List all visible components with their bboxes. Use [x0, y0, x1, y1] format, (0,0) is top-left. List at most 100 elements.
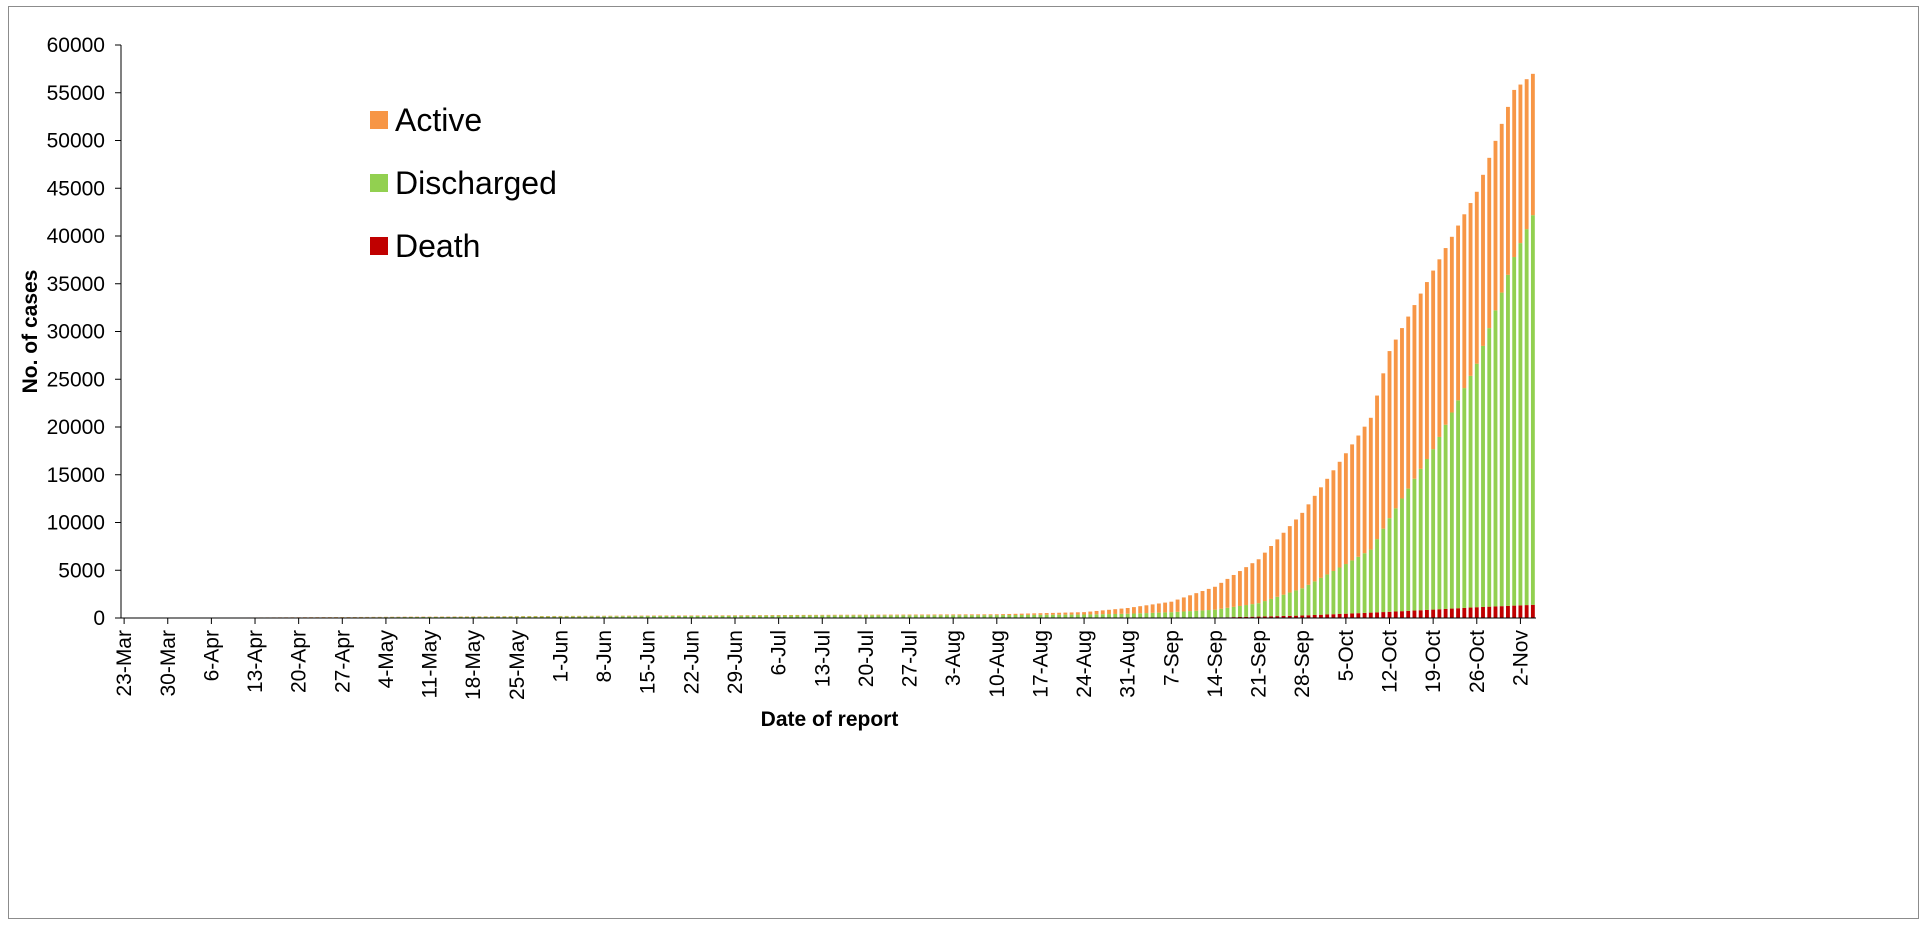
bar-discharged	[496, 616, 501, 618]
bar-active	[1474, 191, 1479, 364]
bar-death	[1325, 614, 1330, 618]
y-tick-label: 55000	[47, 82, 105, 105]
legend: Active Discharged Death	[370, 102, 557, 264]
x-tick-label: 22-Jun	[680, 630, 703, 694]
bar-discharged	[1356, 556, 1361, 614]
bar-discharged	[1125, 613, 1130, 618]
bar-active	[795, 614, 800, 616]
x-tick-label: 27-Jul	[899, 630, 922, 687]
bar-active	[1294, 519, 1298, 591]
bar-discharged	[782, 615, 787, 618]
bar-active	[851, 614, 856, 616]
bar-active	[1312, 495, 1317, 582]
bar-active	[1169, 601, 1174, 613]
bar-discharged	[932, 615, 937, 618]
y-axis-ticks: 0 5000 10000 15000 20000 25000 30000 35000 40000…	[47, 34, 121, 630]
bar-active	[920, 614, 924, 616]
bar-discharged	[1107, 614, 1111, 618]
bar-discharged	[539, 616, 544, 618]
x-tick-label: 28-Sep	[1291, 630, 1314, 698]
bar-active	[845, 614, 850, 616]
bar-death	[1506, 605, 1510, 618]
bar-active	[870, 614, 875, 616]
bar-discharged	[1144, 613, 1149, 618]
bar-discharged	[969, 615, 974, 618]
bar-discharged	[564, 616, 569, 618]
bar-active	[1487, 157, 1492, 329]
bar-discharged	[1530, 215, 1535, 605]
bar-active	[1287, 526, 1292, 593]
bar-discharged	[1325, 574, 1330, 615]
x-tick-label: 13-Jul	[811, 630, 834, 687]
bar-discharged	[521, 616, 525, 618]
x-tick-label: 4-May	[375, 630, 398, 689]
bar-active	[807, 614, 812, 616]
bar-discharged	[1512, 257, 1517, 606]
bar-active	[1518, 84, 1523, 244]
bar-active	[938, 614, 943, 616]
bar-active	[1156, 603, 1161, 613]
bar-discharged	[1225, 607, 1230, 618]
x-tick-label: 26-Oct	[1466, 630, 1489, 693]
x-tick-label: 1-Jun	[549, 630, 572, 683]
bar-discharged	[1181, 611, 1186, 618]
y-axis-title: No. of cases	[19, 270, 42, 394]
bar-discharged	[988, 615, 993, 618]
bar-death	[1418, 610, 1423, 618]
bar-death	[1256, 616, 1261, 618]
bar-death	[1393, 611, 1398, 618]
bar-death	[1275, 616, 1280, 618]
bar-active	[907, 614, 912, 616]
bar-death	[1437, 609, 1442, 618]
x-tick-label: 11-May	[419, 630, 442, 699]
bar-discharged	[1113, 613, 1118, 618]
bar-active	[895, 614, 899, 616]
bar-discharged	[814, 615, 818, 618]
bar-active	[1175, 599, 1180, 612]
bar-death	[1512, 605, 1517, 618]
bar-discharged	[1219, 608, 1224, 618]
bar-death	[1387, 611, 1392, 618]
bar-discharged	[1368, 549, 1373, 613]
bar-active	[1194, 593, 1199, 611]
bar-active	[789, 614, 794, 616]
bar-discharged	[1132, 613, 1136, 618]
bar-discharged	[1169, 612, 1174, 618]
bar-discharged	[1100, 614, 1105, 618]
bar-discharged	[820, 615, 825, 618]
bar-death	[1474, 607, 1479, 618]
bar-active	[1524, 79, 1529, 230]
bar-active	[1206, 588, 1211, 611]
bar-discharged	[1237, 605, 1242, 617]
bar-active	[957, 614, 962, 616]
bar-active	[1144, 605, 1149, 614]
bar-discharged	[1312, 581, 1317, 615]
bar-death	[1424, 609, 1429, 618]
bar-discharged	[1487, 328, 1492, 607]
bar-discharged	[502, 616, 507, 618]
bar-active	[1449, 236, 1454, 413]
bar-active	[1075, 612, 1080, 615]
bar-active	[770, 615, 775, 616]
bar-active	[1125, 608, 1130, 614]
bar-active	[1375, 395, 1379, 540]
bar-discharged	[913, 615, 918, 618]
bar-death	[1456, 608, 1461, 618]
x-tick-label: 30-Mar	[157, 630, 180, 697]
bar-discharged	[620, 616, 625, 618]
bar-discharged	[633, 616, 638, 618]
bar-active	[945, 614, 949, 616]
bar-active	[1512, 89, 1517, 258]
bar-discharged	[608, 616, 613, 618]
bar-active	[982, 614, 987, 616]
bar-discharged	[639, 616, 644, 618]
bar-active	[1256, 559, 1261, 604]
bar-discharged	[658, 616, 663, 618]
bar-discharged	[907, 615, 912, 618]
bar-discharged	[1387, 518, 1392, 612]
x-tick-label: 17-Aug	[1029, 630, 1052, 698]
bar-discharged	[1063, 614, 1068, 618]
bar-death	[1481, 606, 1485, 618]
bar-discharged	[1269, 598, 1273, 617]
bar-discharged	[726, 615, 731, 618]
